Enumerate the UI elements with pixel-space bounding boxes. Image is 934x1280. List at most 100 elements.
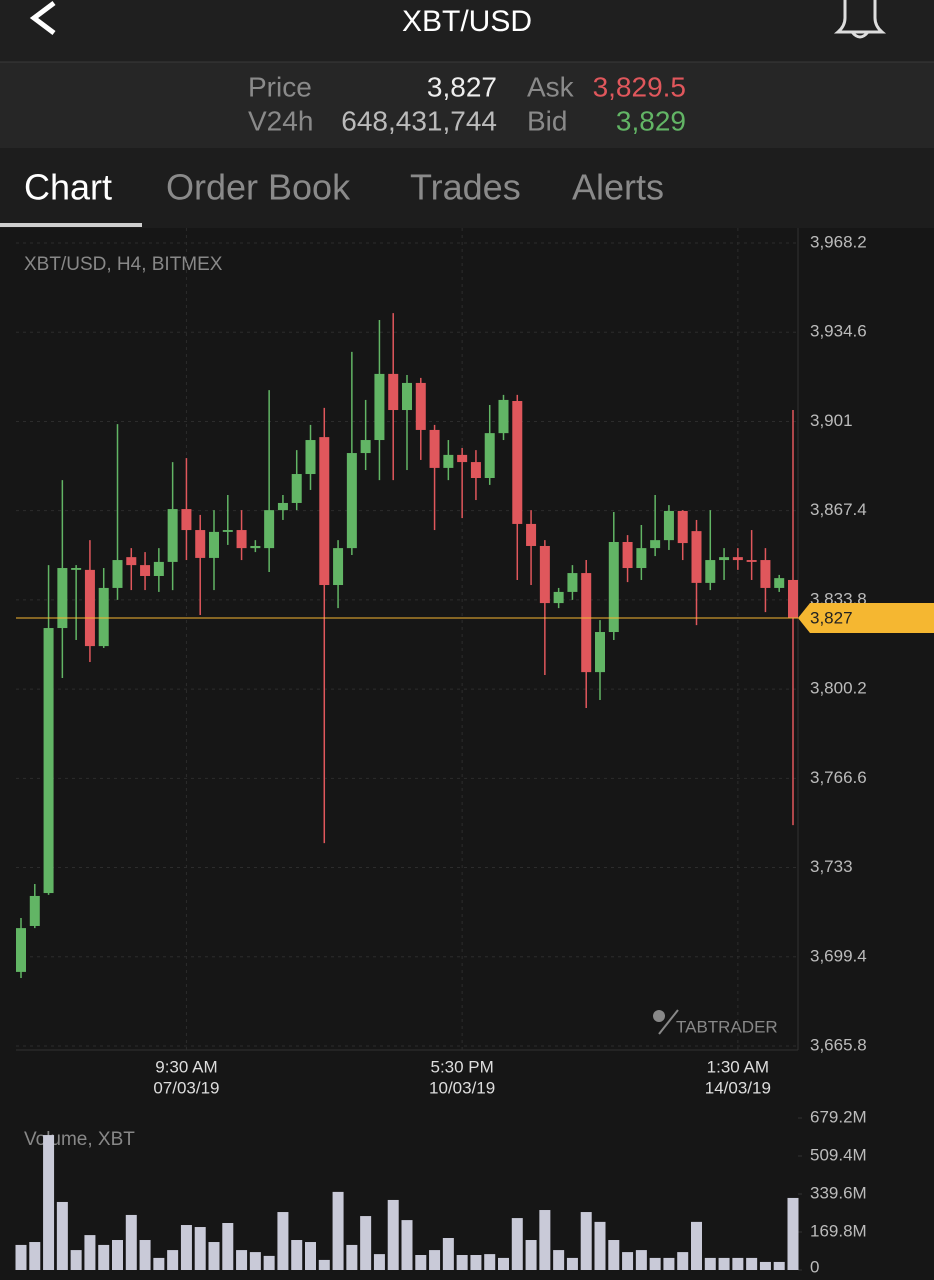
candle-body [457,454,468,463]
candle-body [333,548,344,586]
volume-bar [180,1225,192,1270]
volume-bar [208,1242,220,1270]
volume-bar [691,1221,702,1270]
y-tick-label: 3,968.2 [810,232,867,251]
volume-bar [263,1255,275,1270]
stat-value: 3,829 [616,105,686,136]
candle-body [650,540,661,549]
y-tick-label: 3,867.4 [810,500,867,519]
x-tick-label: 07/03/19 [153,1078,219,1097]
candle-body [553,591,564,604]
candle-body [250,545,261,549]
volume-bar [291,1240,303,1270]
candle-body [360,440,371,454]
candle-body [526,523,537,546]
candle-body [374,373,385,441]
y-tick-label: 509.4M [810,1145,867,1164]
volume-bar [222,1223,234,1270]
x-tick-label: 1:30 AM [707,1057,769,1076]
stat-label: V24h [248,105,313,136]
y-tick-label: 339.6M [810,1183,867,1202]
volume-bar [594,1221,606,1270]
volume-bar [318,1259,330,1270]
last-price-label: 3,827 [810,608,853,627]
candle-body [622,542,633,569]
candle-body [291,474,302,503]
tab[interactable]: Chart [24,167,112,208]
candle-body [305,440,316,475]
tab[interactable]: Alerts [572,167,664,208]
y-tick-label: 169.8M [810,1221,867,1240]
volume-bar [139,1240,151,1270]
volume-bar [305,1242,316,1270]
volume-bar [373,1254,385,1270]
tab-bar [0,148,934,228]
stats-bar [0,62,934,148]
candle-body [16,928,26,972]
candle-body [595,632,605,673]
chart-title: XBT/USD, H4, BITMEX [24,254,223,275]
volume-bar [759,1261,771,1270]
candle-body [43,628,54,894]
volume-bar [249,1252,261,1270]
volume-bar [43,1135,55,1270]
x-tick-label: 10/03/19 [429,1078,495,1097]
candle-body [57,568,68,629]
volume-bar [787,1197,799,1270]
volume-bar [56,1201,68,1270]
candle-body [71,568,82,570]
back-button[interactable] [29,1,56,35]
candle-body [126,557,137,566]
y-tick-label: 679.2M [810,1107,867,1126]
tab[interactable]: Order Book [166,167,351,208]
tab[interactable]: Trades [410,167,521,208]
candle-body [415,382,426,430]
candle-body [719,557,730,561]
volume-bar [15,1244,27,1270]
candle-body [443,454,454,468]
volume-bar [125,1214,137,1270]
x-tick-label: 9:30 AM [155,1057,217,1076]
volume-bar [580,1212,592,1270]
candle-body [140,565,151,576]
candle-body [153,561,164,576]
candle-body [29,895,40,926]
candle-body [705,560,716,583]
watermark-logo [658,1009,679,1035]
volume-bar [194,1227,206,1270]
volume-bar [622,1252,634,1270]
candle-body [760,560,771,588]
candle-body [277,502,288,511]
y-tick-label: 3,665.8 [810,1035,867,1054]
volume-bar [153,1257,165,1270]
y-tick-label: 3,766.6 [810,768,867,787]
last-price-tag [798,602,934,633]
alert-bell[interactable] [833,0,887,39]
volume-bar [29,1242,41,1270]
volume-bar [167,1250,179,1270]
volume-bar [470,1255,482,1270]
volume-bar [112,1240,123,1270]
volume-bar [663,1257,675,1270]
volume-bar [718,1257,730,1270]
candle-body [567,573,578,592]
candle-body [181,509,192,531]
volume-bar [70,1250,82,1270]
candle-body [209,531,219,558]
y-tick-label: 3,733 [810,857,853,876]
volume-bar [704,1257,716,1270]
candle-body [167,509,178,562]
candle-body [222,530,233,532]
volume-bar [346,1244,358,1270]
candle-body [539,545,550,604]
volume-bar [456,1255,468,1270]
candle-body [470,462,481,479]
volume-title: Volume, XBT [24,1129,135,1150]
candle-body [195,530,206,558]
candle-body [484,433,495,479]
candle-body [636,548,647,569]
candle-body [788,579,798,618]
candle-body [84,569,95,647]
candle-body [429,429,440,468]
